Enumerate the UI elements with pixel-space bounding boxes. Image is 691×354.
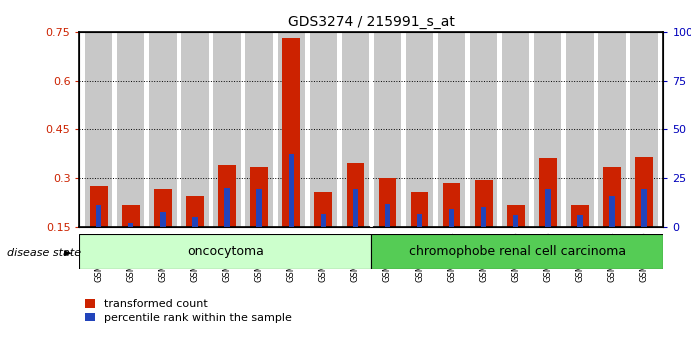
Bar	[186, 196, 204, 227]
Bar	[539, 159, 557, 227]
Bar	[352, 189, 358, 227]
Bar	[181, 32, 209, 227]
Bar	[289, 154, 294, 227]
Bar	[502, 32, 529, 227]
Bar	[225, 188, 229, 227]
Bar	[154, 189, 171, 227]
Bar	[513, 215, 518, 227]
Bar	[342, 32, 369, 227]
Bar	[385, 204, 390, 227]
Bar	[192, 217, 198, 227]
Bar	[603, 166, 621, 227]
Bar	[379, 178, 396, 227]
Bar	[374, 32, 401, 227]
Bar	[347, 163, 364, 227]
Bar	[598, 32, 625, 227]
Bar	[250, 166, 268, 227]
Bar	[218, 165, 236, 227]
Bar	[577, 215, 583, 227]
Bar	[314, 193, 332, 227]
Bar	[117, 32, 144, 227]
Bar	[310, 32, 337, 227]
Bar	[283, 38, 300, 227]
Bar	[481, 207, 486, 227]
Bar	[470, 32, 498, 227]
Bar	[641, 189, 647, 227]
Bar	[443, 183, 460, 227]
Bar	[128, 223, 133, 227]
Bar	[122, 205, 140, 227]
Bar	[545, 189, 551, 227]
Bar	[214, 32, 240, 227]
Bar	[635, 157, 653, 227]
Title: GDS3274 / 215991_s_at: GDS3274 / 215991_s_at	[288, 16, 455, 29]
Bar	[630, 32, 658, 227]
Bar	[534, 32, 562, 227]
Text: ►: ►	[64, 248, 73, 258]
Bar	[609, 196, 615, 227]
Bar	[438, 32, 465, 227]
Bar	[245, 32, 273, 227]
Bar	[85, 32, 113, 227]
Bar	[567, 32, 594, 227]
Bar	[321, 213, 326, 227]
Text: disease state: disease state	[7, 248, 81, 258]
FancyBboxPatch shape	[79, 234, 372, 269]
Bar	[571, 205, 589, 227]
FancyBboxPatch shape	[372, 234, 663, 269]
Bar	[406, 32, 433, 227]
Bar	[507, 205, 524, 227]
Bar	[475, 179, 493, 227]
Bar	[149, 32, 176, 227]
Bar	[417, 213, 422, 227]
Bar	[410, 193, 428, 227]
Bar	[278, 32, 305, 227]
Text: chromophobe renal cell carcinoma: chromophobe renal cell carcinoma	[409, 245, 626, 258]
Bar	[449, 209, 454, 227]
Text: oncocytoma: oncocytoma	[187, 245, 264, 258]
Bar	[96, 205, 102, 227]
Legend: transformed count, percentile rank within the sample: transformed count, percentile rank withi…	[85, 299, 292, 323]
Bar	[90, 186, 108, 227]
Bar	[160, 212, 166, 227]
Bar	[256, 189, 262, 227]
